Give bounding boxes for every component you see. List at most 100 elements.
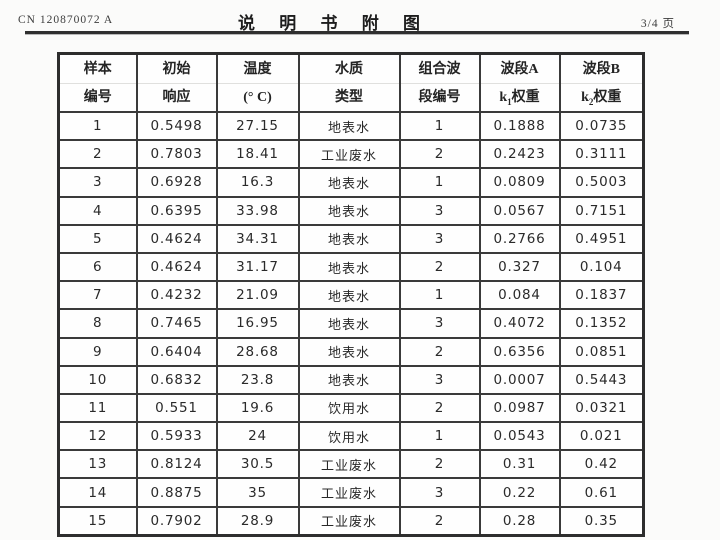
cell-band_combo_no: 2 bbox=[398, 392, 481, 424]
cell-sample_no: 9 bbox=[57, 336, 138, 367]
doc-number: CN 120870072 A bbox=[18, 14, 114, 26]
cell-band_b_weight: 0.0321 bbox=[558, 392, 645, 424]
cell-initial_response: 0.6395 bbox=[135, 195, 218, 226]
cell-band_a_weight: 0.1888 bbox=[478, 110, 561, 142]
cell-initial_response: 0.6928 bbox=[135, 167, 218, 198]
cell-band_a_weight: 0.2766 bbox=[478, 223, 561, 254]
cell-band_b_weight: 0.021 bbox=[558, 421, 645, 452]
col-header-temperature: 温度 (° C) bbox=[215, 52, 300, 113]
col-header-line1: 水质 bbox=[300, 55, 398, 84]
table-row: 10 0.6832 23.8 地表水 3 0.0007 0.5443 bbox=[57, 364, 645, 395]
cell-water_type: 饮用水 bbox=[297, 392, 401, 424]
cell-initial_response: 0.7465 bbox=[135, 308, 218, 339]
table-row: 6 0.4624 31.17 地表水 2 0.327 0.104 bbox=[57, 251, 645, 283]
page-indicator: 3/4 页 bbox=[640, 18, 675, 30]
cell-temperature: 34.31 bbox=[215, 223, 300, 254]
cell-band_b_weight: 0.1352 bbox=[558, 308, 645, 339]
cell-band_b_weight: 0.42 bbox=[558, 449, 645, 480]
cell-water_type: 工业废水 bbox=[297, 477, 401, 508]
table-header-row: 样本 编号 初始 响应 温度 (° C) 水质 类型 组合波 段编号 波段A k1权重 波段B k2权重 bbox=[57, 52, 645, 113]
cell-band_combo_no: 2 bbox=[398, 449, 481, 480]
cell-band_combo_no: 2 bbox=[398, 139, 481, 170]
cell-initial_response: 0.8124 bbox=[135, 449, 218, 480]
table-row: 11 0.551 19.6 饮用水 2 0.0987 0.0321 bbox=[57, 392, 645, 424]
cell-band_combo_no: 2 bbox=[398, 336, 481, 367]
cell-band_b_weight: 0.61 bbox=[558, 477, 645, 508]
cell-temperature: 28.68 bbox=[215, 336, 300, 367]
cell-water_type: 地表水 bbox=[297, 280, 401, 311]
cell-initial_response: 0.6832 bbox=[135, 364, 218, 395]
cell-temperature: 19.6 bbox=[215, 392, 300, 424]
col-header-band_b_weight: 波段B k2权重 bbox=[558, 52, 645, 113]
cell-water_type: 地表水 bbox=[297, 336, 401, 367]
cell-band_a_weight: 0.22 bbox=[478, 477, 561, 508]
cell-band_b_weight: 0.3111 bbox=[558, 139, 645, 170]
col-header-line2: k2权重 bbox=[581, 90, 622, 107]
cell-initial_response: 0.7902 bbox=[135, 505, 218, 537]
cell-band_combo_no: 1 bbox=[398, 110, 481, 142]
cell-band_b_weight: 0.0735 bbox=[558, 110, 645, 142]
page-title: 说 明 书 附 图 bbox=[238, 14, 422, 33]
cell-band_a_weight: 0.4072 bbox=[478, 308, 561, 339]
cell-band_combo_no: 3 bbox=[398, 364, 481, 395]
cell-water_type: 地表水 bbox=[297, 308, 401, 339]
cell-band_b_weight: 0.7151 bbox=[558, 195, 645, 226]
col-header-line2: k1权重 bbox=[499, 90, 540, 107]
cell-band_combo_no: 3 bbox=[398, 223, 481, 254]
cell-band_b_weight: 0.5443 bbox=[558, 364, 645, 395]
col-header-line1: 波段A bbox=[481, 55, 558, 84]
col-header-sample_no: 样本 编号 bbox=[57, 52, 138, 113]
cell-initial_response: 0.4232 bbox=[135, 280, 218, 311]
cell-water_type: 工业废水 bbox=[297, 505, 401, 537]
cell-sample_no: 5 bbox=[57, 223, 138, 254]
cell-band_combo_no: 3 bbox=[398, 195, 481, 226]
col-header-line1: 波段B bbox=[561, 55, 642, 84]
header-rule bbox=[25, 31, 689, 34]
cell-initial_response: 0.551 bbox=[135, 392, 218, 424]
cell-water_type: 地表水 bbox=[297, 110, 401, 142]
cell-initial_response: 0.5498 bbox=[135, 110, 218, 142]
col-header-line2: 响应 bbox=[162, 90, 191, 105]
cell-band_a_weight: 0.0543 bbox=[478, 421, 561, 452]
cell-band_a_weight: 0.0809 bbox=[478, 167, 561, 198]
sample-data-table: 样本 编号 初始 响应 温度 (° C) 水质 类型 组合波 段编号 波段A k1权重 波段B k2权重 … bbox=[57, 52, 645, 537]
cell-water_type: 工业废水 bbox=[297, 139, 401, 170]
cell-sample_no: 2 bbox=[57, 139, 138, 170]
table-row: 12 0.5933 24 饮用水 1 0.0543 0.021 bbox=[57, 421, 645, 452]
cell-temperature: 16.95 bbox=[215, 308, 300, 339]
cell-water_type: 地表水 bbox=[297, 195, 401, 226]
col-header-line1: 初始 bbox=[138, 55, 215, 84]
cell-band_a_weight: 0.31 bbox=[478, 449, 561, 480]
cell-temperature: 33.98 bbox=[215, 195, 300, 226]
table-header: 样本 编号 初始 响应 温度 (° C) 水质 类型 组合波 段编号 波段A k1权重 波段B k2权重 bbox=[57, 52, 645, 113]
cell-band_a_weight: 0.2423 bbox=[478, 139, 561, 170]
cell-temperature: 24 bbox=[215, 421, 300, 452]
col-header-water_type: 水质 类型 bbox=[297, 52, 401, 113]
cell-band_a_weight: 0.6356 bbox=[478, 336, 561, 367]
cell-initial_response: 0.7803 bbox=[135, 139, 218, 170]
col-header-line1: 组合波 bbox=[401, 55, 478, 84]
cell-band_b_weight: 0.4951 bbox=[558, 223, 645, 254]
cell-sample_no: 15 bbox=[57, 505, 138, 537]
cell-band_combo_no: 3 bbox=[398, 477, 481, 508]
table-row: 5 0.4624 34.31 地表水 3 0.2766 0.4951 bbox=[57, 223, 645, 254]
col-header-band_combo_no: 组合波 段编号 bbox=[398, 52, 481, 113]
cell-band_a_weight: 0.0987 bbox=[478, 392, 561, 424]
col-header-line1: 温度 bbox=[218, 55, 297, 84]
cell-temperature: 18.41 bbox=[215, 139, 300, 170]
table-row: 2 0.7803 18.41 工业废水 2 0.2423 0.3111 bbox=[57, 139, 645, 170]
cell-sample_no: 4 bbox=[57, 195, 138, 226]
table-row: 3 0.6928 16.3 地表水 1 0.0809 0.5003 bbox=[57, 167, 645, 198]
table-row: 9 0.6404 28.68 地表水 2 0.6356 0.0851 bbox=[57, 336, 645, 367]
cell-band_a_weight: 0.0567 bbox=[478, 195, 561, 226]
cell-water_type: 地表水 bbox=[297, 251, 401, 283]
cell-initial_response: 0.4624 bbox=[135, 223, 218, 254]
cell-water_type: 地表水 bbox=[297, 364, 401, 395]
cell-sample_no: 11 bbox=[57, 392, 138, 424]
cell-initial_response: 0.8875 bbox=[135, 477, 218, 508]
cell-sample_no: 3 bbox=[57, 167, 138, 198]
cell-sample_no: 6 bbox=[57, 251, 138, 283]
cell-water_type: 地表水 bbox=[297, 223, 401, 254]
col-header-line2: 类型 bbox=[335, 90, 363, 105]
cell-band_combo_no: 1 bbox=[398, 421, 481, 452]
